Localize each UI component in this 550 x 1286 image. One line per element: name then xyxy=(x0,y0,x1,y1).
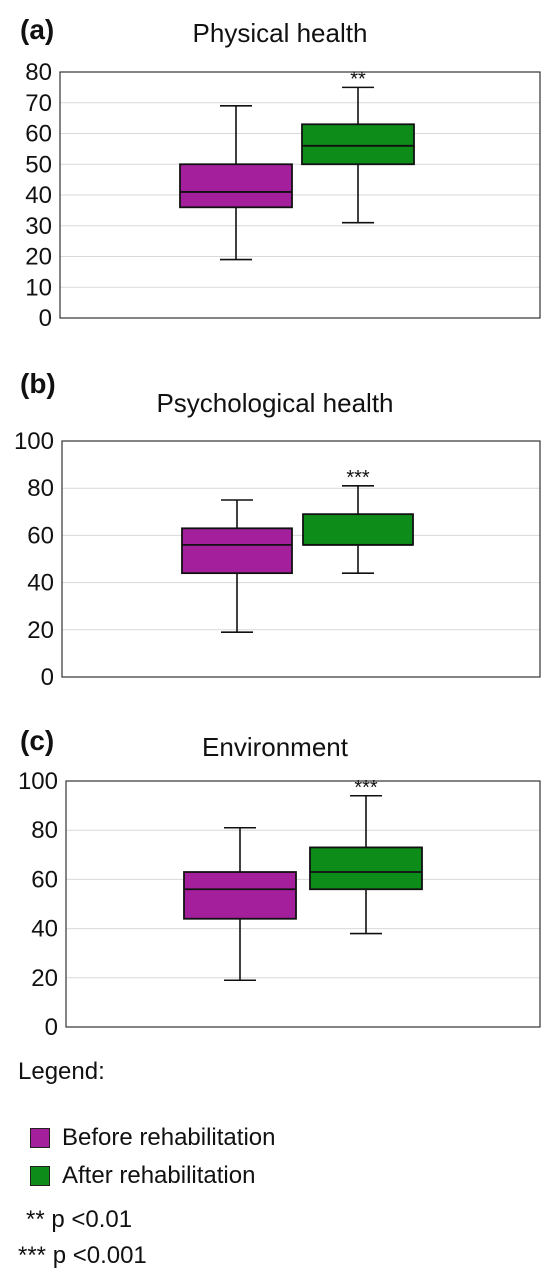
y-tick-label: 100 xyxy=(18,768,58,795)
plot-frame xyxy=(59,71,541,319)
legend-item-before: Before rehabilitation xyxy=(30,1124,275,1152)
iqr-box xyxy=(179,163,293,209)
legend-label-before: Before rehabilitation xyxy=(62,1124,276,1151)
y-tick-label: 40 xyxy=(27,570,54,597)
chart-c: 0 20 40 60 80 100 *** xyxy=(18,768,541,1041)
y-tick-label: 60 xyxy=(27,522,54,549)
y-tick-label: 50 xyxy=(25,151,52,178)
y-tick-label: 20 xyxy=(25,244,52,271)
legend-note-p0001: *** p <0.001 xyxy=(18,1242,147,1269)
plot-frame xyxy=(65,780,541,1028)
box-before xyxy=(179,105,293,261)
legend-label-after: After rehabilitation xyxy=(62,1162,256,1189)
iqr-box xyxy=(183,871,297,920)
chart-a: 0 10 20 30 40 50 60 70 80 ** xyxy=(25,59,541,332)
panel-a-title: Physical health xyxy=(192,18,368,48)
y-tick-label: 30 xyxy=(25,213,52,240)
panel-c-title: Environment xyxy=(202,732,348,762)
y-tick-label: 60 xyxy=(31,866,58,893)
y-tick-label: 0 xyxy=(41,664,54,691)
y-tick-label: 60 xyxy=(25,121,52,148)
legend-title: Legend: xyxy=(18,1058,105,1085)
legend-note-p001: ** p <0.01 xyxy=(26,1206,133,1233)
y-tick-label: 80 xyxy=(27,475,54,502)
y-tick-label: 100 xyxy=(14,428,54,455)
y-tick-label: 80 xyxy=(31,817,58,844)
iqr-box xyxy=(181,527,293,575)
legend-swatch-after xyxy=(30,1166,50,1186)
y-tick-label: 40 xyxy=(31,916,58,943)
plot-frame xyxy=(61,440,541,678)
y-tick-label: 0 xyxy=(45,1014,58,1041)
iqr-box xyxy=(309,846,423,891)
y-tick-label: 80 xyxy=(25,59,52,86)
significance-marker: ** xyxy=(350,68,366,90)
panel-a-letter: (a) xyxy=(20,14,55,45)
panel-b-title: Psychological health xyxy=(156,388,394,418)
legend-swatch-before xyxy=(30,1128,50,1148)
significance-marker: *** xyxy=(354,777,378,799)
y-tick-label: 40 xyxy=(25,182,52,209)
y-tick-label: 20 xyxy=(27,617,54,644)
box-after: ** xyxy=(301,68,415,224)
iqr-box xyxy=(302,513,414,546)
box-before xyxy=(183,826,297,982)
y-tick-label: 10 xyxy=(25,274,52,301)
y-tick-label: 0 xyxy=(39,305,52,332)
iqr-box xyxy=(301,123,415,166)
y-tick-label: 70 xyxy=(25,90,52,117)
legend-item-after: After rehabilitation xyxy=(30,1162,255,1190)
box-after: *** xyxy=(302,467,414,574)
y-tick-label: 20 xyxy=(31,965,58,992)
box-before xyxy=(181,499,293,633)
box-after: *** xyxy=(309,777,423,935)
panel-c-letter: (c) xyxy=(20,725,55,756)
chart-b: 0 20 40 60 80 100 *** xyxy=(14,428,541,691)
panel-b-letter: (b) xyxy=(20,368,56,399)
significance-marker: *** xyxy=(346,467,370,489)
